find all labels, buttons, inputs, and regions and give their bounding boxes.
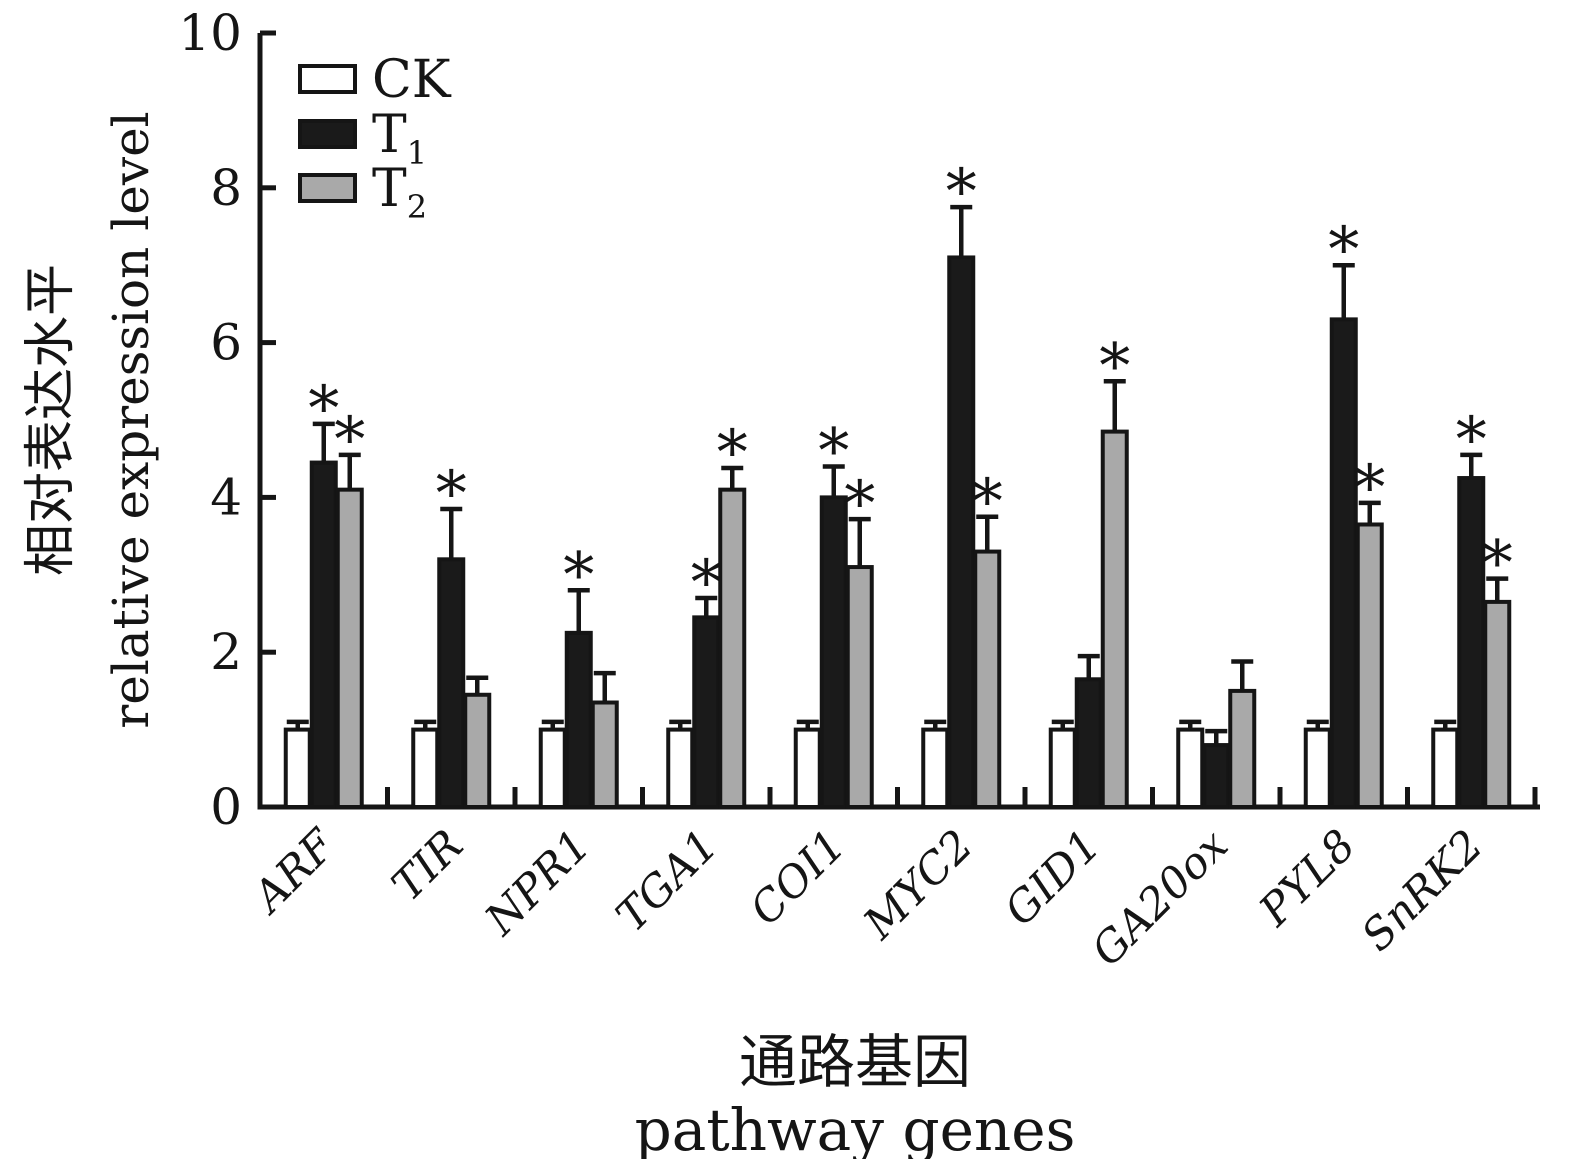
y-tick-label-2: 2 — [210, 623, 242, 681]
bar-SnRK2-T1 — [1457, 476, 1486, 809]
legend-swatch-T1 — [298, 119, 357, 149]
bar-ARF-T2 — [335, 487, 364, 809]
sig-asterisk-SnRK2-T1: * — [1456, 403, 1487, 476]
x-category-label-GA20ox: GA20ox — [1082, 820, 1238, 976]
sig-asterisk-SnRK2-T2: * — [1482, 527, 1513, 600]
bar-MYC2-T2 — [973, 549, 1002, 810]
bar-NPR1-CK — [538, 727, 567, 809]
y-tick-label-8: 8 — [210, 159, 242, 217]
x-axis-title-zh: 通路基因 — [739, 1028, 971, 1096]
legend-label-T1: T1 — [372, 105, 427, 172]
bar-TGA1-T1 — [692, 615, 721, 809]
bar-SnRK2-T2 — [1483, 599, 1512, 810]
legend-swatch-CK — [298, 64, 357, 94]
sig-asterisk-ARF-T2: * — [334, 403, 365, 476]
y-tick-label-4: 4 — [210, 468, 242, 526]
bar-TIR-T2 — [463, 692, 492, 810]
x-category-label-SnRK2: SnRK2 — [1352, 820, 1493, 961]
y-tick-label-0: 0 — [210, 778, 242, 836]
sig-asterisk-MYC2-T2: * — [972, 465, 1003, 538]
x-category-label-MYC2: MYC2 — [854, 820, 983, 949]
bar-NPR1-T2 — [590, 700, 619, 810]
x-category-label-ARF: ARF — [241, 819, 347, 925]
sig-asterisk-TGA1-T1: * — [691, 546, 722, 619]
bar-MYC2-CK — [921, 727, 950, 809]
legend-label-CK: CK — [372, 50, 452, 110]
y-tick-label-6: 6 — [210, 314, 242, 372]
y-tick-label-10: 10 — [178, 4, 242, 62]
bar-COI1-T2 — [845, 565, 874, 809]
sig-asterisk-PYL8-T2: * — [1354, 451, 1385, 524]
bar-TGA1-T2 — [718, 487, 747, 809]
bar-GID1-T1 — [1074, 677, 1103, 809]
x-category-label-TIR: TIR — [382, 820, 473, 911]
bar-SnRK2-CK — [1431, 727, 1460, 809]
sig-asterisk-TGA1-T2: * — [717, 416, 748, 489]
bar-TIR-T1 — [437, 557, 466, 809]
sig-asterisk-ARF-T1: * — [308, 372, 339, 445]
bar-PYL8-T2 — [1355, 522, 1384, 809]
y-axis-title-zh: 相对表达水平 — [21, 264, 81, 576]
bar-GA20ox-T2 — [1228, 688, 1257, 810]
x-category-label-COI1: COI1 — [741, 820, 856, 935]
bar-GID1-T2 — [1100, 429, 1129, 809]
y-axis-title-en: relative expression level — [102, 111, 160, 728]
sig-asterisk-TIR-T1: * — [436, 457, 467, 530]
sig-asterisk-NPR1-T1: * — [563, 538, 594, 611]
sig-asterisk-COI1-T1: * — [818, 414, 849, 487]
x-category-label-TGA1: TGA1 — [607, 820, 728, 941]
bar-PYL8-T1 — [1329, 317, 1358, 809]
bar-COI1-CK — [793, 727, 822, 809]
bar-TGA1-CK — [666, 727, 695, 809]
bar-COI1-T1 — [819, 495, 848, 809]
x-category-label-PYL8: PYL8 — [1249, 820, 1365, 936]
bar-MYC2-T1 — [947, 255, 976, 809]
x-axis-title-en: pathway genes — [635, 1096, 1076, 1159]
bar-NPR1-T1 — [564, 630, 593, 809]
x-category-label-NPR1: NPR1 — [475, 820, 600, 945]
sig-asterisk-PYL8-T1: * — [1328, 213, 1359, 286]
y-axis-title: 相对表达水平 relative expression level — [21, 111, 160, 728]
sig-asterisk-MYC2-T1: * — [946, 155, 977, 228]
bar-TIR-CK — [411, 727, 440, 809]
bar-PYL8-CK — [1303, 727, 1332, 809]
bar-GA20ox-T1 — [1202, 743, 1231, 810]
bar-ARF-T1 — [309, 460, 338, 809]
legend-swatch-T2 — [298, 173, 357, 203]
sig-asterisk-GID1-T2: * — [1099, 329, 1130, 402]
bar-GA20ox-CK — [1176, 727, 1205, 809]
bar-ARF-CK — [283, 727, 312, 809]
bar-GID1-CK — [1048, 727, 1077, 809]
legend-label-T2: T2 — [372, 159, 427, 226]
sig-asterisk-COI1-T2: * — [844, 467, 875, 540]
x-category-label-GID1: GID1 — [995, 820, 1110, 935]
